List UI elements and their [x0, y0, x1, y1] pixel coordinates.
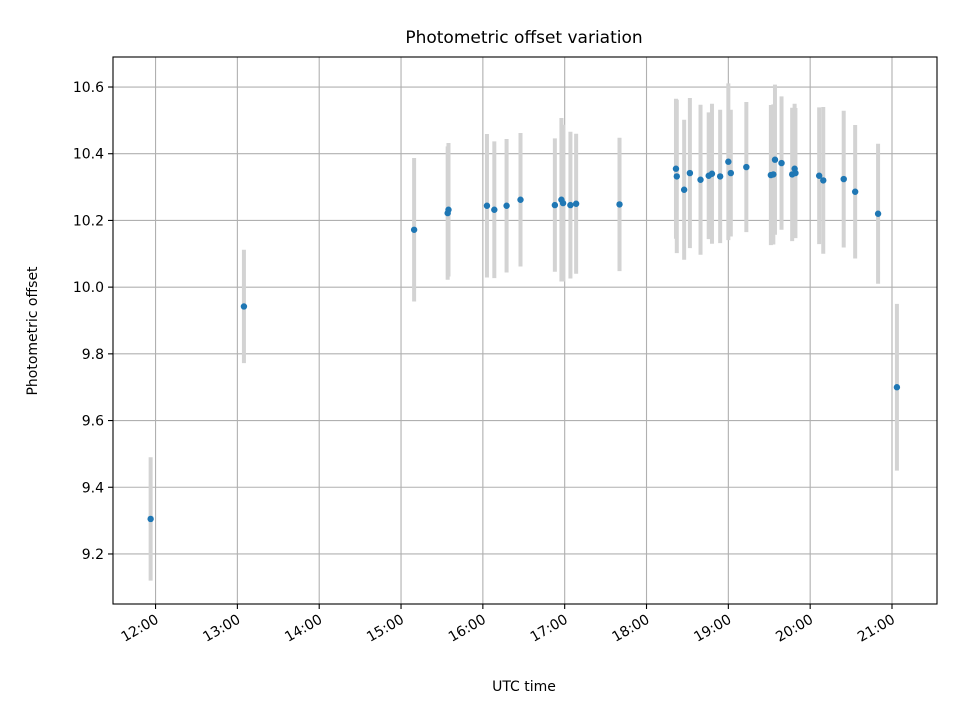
data-point	[725, 158, 732, 165]
data-point	[708, 170, 716, 177]
data-point	[716, 173, 724, 180]
chart-title: Photometric offset variation	[405, 28, 642, 48]
data-point	[851, 188, 859, 195]
data-point	[792, 169, 799, 177]
y-axis-ticks: 9.2 9.4 9.6 9.8 10.0 10.2 10.4 10.6	[73, 80, 113, 563]
data-point	[491, 206, 498, 213]
data-point	[672, 165, 680, 172]
y-tick-label: 9.2	[82, 547, 104, 563]
y-tick-label: 10.2	[73, 213, 104, 229]
y-tick-label: 10.0	[73, 280, 104, 296]
data-point	[616, 201, 623, 208]
data-point	[673, 173, 680, 180]
data-point	[503, 202, 510, 209]
data-point	[743, 163, 750, 171]
data-point	[770, 171, 777, 178]
data-point	[686, 169, 694, 177]
y-axis-label: Photometric offset	[25, 266, 41, 396]
plot-area-frame	[112, 56, 938, 605]
y-tick-label: 10.6	[73, 80, 104, 96]
data-point	[410, 226, 418, 233]
data-point	[445, 206, 452, 213]
data-point	[778, 159, 785, 167]
data-point	[893, 384, 901, 391]
y-tick-label: 10.4	[73, 147, 104, 163]
data-point	[815, 172, 823, 179]
data-point	[840, 175, 847, 183]
data-point	[517, 196, 524, 203]
data-point	[697, 176, 704, 183]
data-points	[147, 156, 901, 523]
data-point	[680, 186, 688, 193]
x-axis-label: UTC time	[492, 679, 556, 695]
data-point	[147, 515, 154, 523]
data-point	[567, 201, 574, 209]
data-point	[483, 202, 491, 209]
data-point	[874, 210, 882, 217]
data-point	[820, 177, 827, 184]
data-point	[771, 156, 779, 163]
data-point	[240, 303, 248, 310]
data-point	[572, 200, 580, 207]
data-point	[559, 199, 567, 207]
y-tick-label: 9.4	[82, 480, 104, 496]
data-point	[727, 169, 734, 177]
y-tick-label: 9.8	[82, 347, 104, 363]
data-point	[551, 201, 559, 209]
y-tick-label: 9.6	[82, 414, 104, 430]
